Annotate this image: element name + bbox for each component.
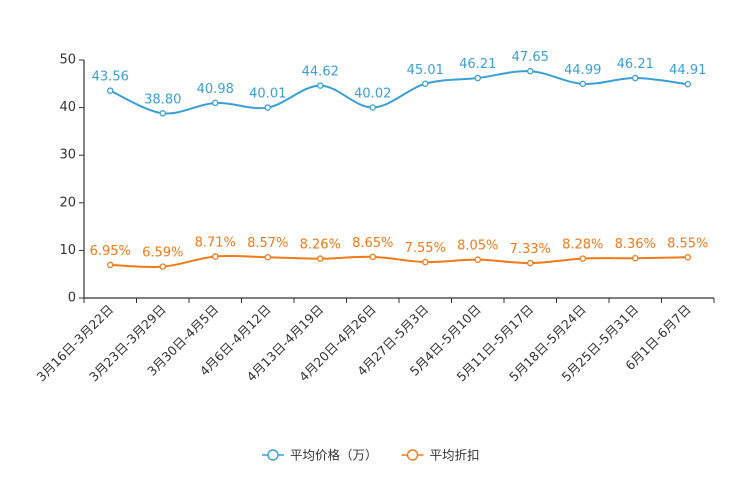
data-point bbox=[632, 74, 639, 82]
legend: 平均价格（万） 平均折扣 bbox=[262, 448, 480, 463]
data-label: 8.28% bbox=[562, 238, 603, 253]
data-point bbox=[579, 255, 587, 262]
data-label: 40.02 bbox=[354, 87, 391, 102]
y-tick-label: 40 bbox=[59, 100, 76, 115]
data-point bbox=[107, 261, 114, 269]
data-point bbox=[316, 255, 324, 262]
series-1: 43.56 38.80 40.98 40.01 44.62 40.02 45.01 46.21… bbox=[92, 50, 706, 117]
legend-item-2[interactable]: 平均折扣 bbox=[401, 448, 480, 463]
y-tick-label: 0 bbox=[68, 291, 76, 306]
legend-marker-icon bbox=[267, 449, 279, 461]
legend-label: 平均折扣 bbox=[430, 448, 480, 463]
data-point bbox=[369, 104, 376, 111]
series-2: 6.95% 6.59% 8.71% 8.57% 8.26% 8.65% 7.55% 8.05%… bbox=[90, 236, 708, 270]
data-point bbox=[421, 80, 429, 88]
data-label: 44.62 bbox=[302, 65, 339, 80]
data-label: 40.01 bbox=[249, 87, 286, 102]
data-point bbox=[211, 253, 219, 260]
data-label: 43.56 bbox=[92, 70, 129, 85]
data-label: 8.26% bbox=[300, 238, 341, 253]
series-layer: 43.56 38.80 40.98 40.01 44.62 40.02 45.01 46.21… bbox=[90, 50, 708, 270]
data-point bbox=[684, 80, 692, 88]
data-label: 44.99 bbox=[564, 63, 601, 78]
data-point bbox=[107, 87, 114, 94]
data-point bbox=[684, 254, 692, 261]
y-tick-label: 50 bbox=[59, 53, 76, 68]
data-label: 46.21 bbox=[459, 57, 496, 72]
data-label: 47.65 bbox=[512, 50, 549, 65]
data-point bbox=[159, 110, 166, 117]
data-point bbox=[579, 80, 587, 88]
data-point bbox=[527, 67, 534, 75]
data-point bbox=[369, 253, 376, 261]
data-point bbox=[474, 74, 481, 82]
data-point bbox=[632, 254, 639, 262]
series-line bbox=[110, 254, 688, 268]
data-point bbox=[264, 104, 271, 111]
legend-marker-icon bbox=[406, 449, 419, 461]
data-label: 8.71% bbox=[195, 236, 236, 251]
data-label: 7.33% bbox=[510, 242, 551, 257]
data-point bbox=[316, 82, 324, 89]
y-tick-label: 10 bbox=[59, 243, 76, 258]
data-label: 8.05% bbox=[457, 239, 498, 254]
data-label: 6.59% bbox=[142, 246, 183, 261]
data-label: 44.91 bbox=[669, 63, 706, 78]
legend-item-1[interactable]: 平均价格（万） bbox=[262, 448, 378, 463]
data-label: 6.95% bbox=[90, 244, 131, 259]
data-label: 8.65% bbox=[352, 236, 393, 251]
data-point bbox=[159, 263, 166, 270]
data-label: 8.36% bbox=[615, 237, 656, 252]
data-label: 8.55% bbox=[667, 236, 708, 251]
data-point bbox=[527, 259, 534, 267]
y-tick-label: 30 bbox=[59, 148, 76, 163]
data-label: 40.98 bbox=[197, 82, 234, 97]
legend-label: 平均价格（万） bbox=[290, 448, 378, 463]
data-point bbox=[421, 258, 429, 266]
data-point bbox=[264, 253, 271, 261]
data-point bbox=[474, 256, 481, 263]
data-label: 7.55% bbox=[405, 241, 446, 256]
y-tick-label: 20 bbox=[59, 195, 76, 210]
series-line bbox=[109, 70, 688, 115]
data-label: 38.80 bbox=[144, 92, 181, 107]
data-label: 8.57% bbox=[247, 236, 288, 251]
axes: 010203040503月16日-3月22日3月23日-3月29日3月30日-4… bbox=[33, 53, 715, 384]
data-point bbox=[211, 99, 219, 107]
data-label: 46.21 bbox=[617, 57, 654, 72]
data-label: 45.01 bbox=[407, 63, 444, 78]
